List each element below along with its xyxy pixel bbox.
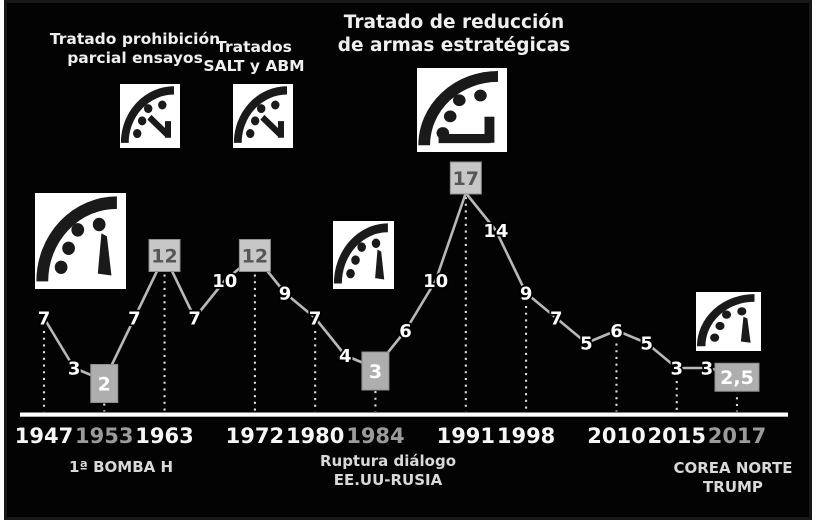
annotation-line: de armas estratégicas (337, 34, 571, 56)
annotation-line: SALT y ABM (203, 57, 305, 76)
value-label: 3 (68, 358, 81, 379)
annotation-line: Tratados (216, 38, 292, 56)
doomsday-clock-icon-2017 (696, 292, 761, 351)
doomsday-clock-icon-1991 (417, 68, 507, 152)
treaty-value-box (449, 161, 482, 195)
value-label: 7 (38, 308, 51, 329)
year-label-1953: 1953 (75, 424, 133, 448)
value-label: 7 (188, 308, 201, 329)
danger-value-box (361, 351, 390, 391)
annotation-line: COREA NORTE (673, 459, 793, 477)
value-label: 9 (279, 283, 292, 304)
value-label: 6 (610, 321, 623, 342)
year-label-1980: 1980 (286, 424, 344, 448)
annotation-line: Tratado de reducción (343, 12, 565, 33)
doomsday-clock-icon-1972 (233, 84, 293, 148)
chart-panel: 7 1947 3 2 1953 7 12 1963 7 10 12 1972 9 7 1980 4 3 1984 6… (4, 0, 812, 520)
doomsday-clock-icon-1984 (333, 221, 394, 289)
boxed-value-label: 12 (242, 245, 268, 267)
event-ruptura-dialogo-label: Ruptura diálogo EE.UU-RUSIA (320, 452, 456, 489)
value-label: 3 (701, 358, 714, 379)
value-label: 7 (309, 308, 322, 329)
treaty-1991-label: Tratado de reducción de armas estratégica… (338, 12, 571, 58)
boxed-value-label: 12 (151, 245, 177, 267)
value-label: 3 (670, 358, 683, 379)
value-label: 9 (520, 283, 533, 304)
x-axis-line (20, 412, 788, 417)
annotation-line: EE.UU-RUSIA (333, 470, 443, 489)
boxed-value-label: 2,5 (720, 367, 754, 389)
year-label-1991: 1991 (437, 424, 495, 448)
annotation-line: parcial ensayos (67, 49, 203, 68)
year-label-1963: 1963 (135, 424, 193, 448)
event-corea-norte-label: COREA NORTE TRUMP (673, 459, 792, 496)
annotation-line: Ruptura diálogo (319, 452, 457, 470)
timeline-chart: 7194732195371219637101219729719804319846… (15, 68, 788, 448)
treaty-1972-label: Tratados SALT y ABM (203, 38, 304, 76)
boxed-value-label: 17 (453, 168, 479, 190)
year-label-1998: 1998 (497, 424, 555, 448)
boxed-value-label: 2 (98, 373, 111, 395)
boxed-value-label: 3 (369, 361, 382, 383)
value-label: 5 (640, 333, 653, 354)
treaty-value-box (148, 239, 181, 272)
year-label-2017: 2017 (708, 424, 766, 448)
year-label-1984: 1984 (346, 424, 404, 448)
value-label: 5 (580, 333, 593, 354)
doomsday-clock-icon-1963 (120, 84, 180, 148)
doomsday-clock-icon-1947 (35, 193, 126, 289)
annotation-line: Tratado prohibición (49, 30, 221, 48)
value-label: 10 (423, 271, 448, 292)
treaty-1963-label: Tratado prohibición parcial ensayos (50, 30, 220, 68)
value-label: 6 (399, 321, 412, 342)
value-label: 10 (212, 271, 237, 292)
danger-value-box (90, 364, 119, 403)
year-label-1947: 1947 (15, 424, 73, 448)
annotation-line: 1ª BOMBA H (68, 458, 174, 476)
year-label-2015: 2015 (648, 424, 706, 448)
year-label-1972: 1972 (226, 424, 284, 448)
value-label: 7 (550, 308, 563, 329)
year-label-2010: 2010 (587, 424, 645, 448)
value-label: 7 (128, 308, 141, 329)
annotation-line: TRUMP (703, 477, 763, 496)
value-label: 14 (483, 221, 508, 242)
event-bomba-h-label: 1ª BOMBA H (69, 458, 173, 477)
danger-value-box (714, 362, 760, 392)
treaty-value-box (238, 239, 271, 272)
value-label: 4 (339, 346, 352, 367)
